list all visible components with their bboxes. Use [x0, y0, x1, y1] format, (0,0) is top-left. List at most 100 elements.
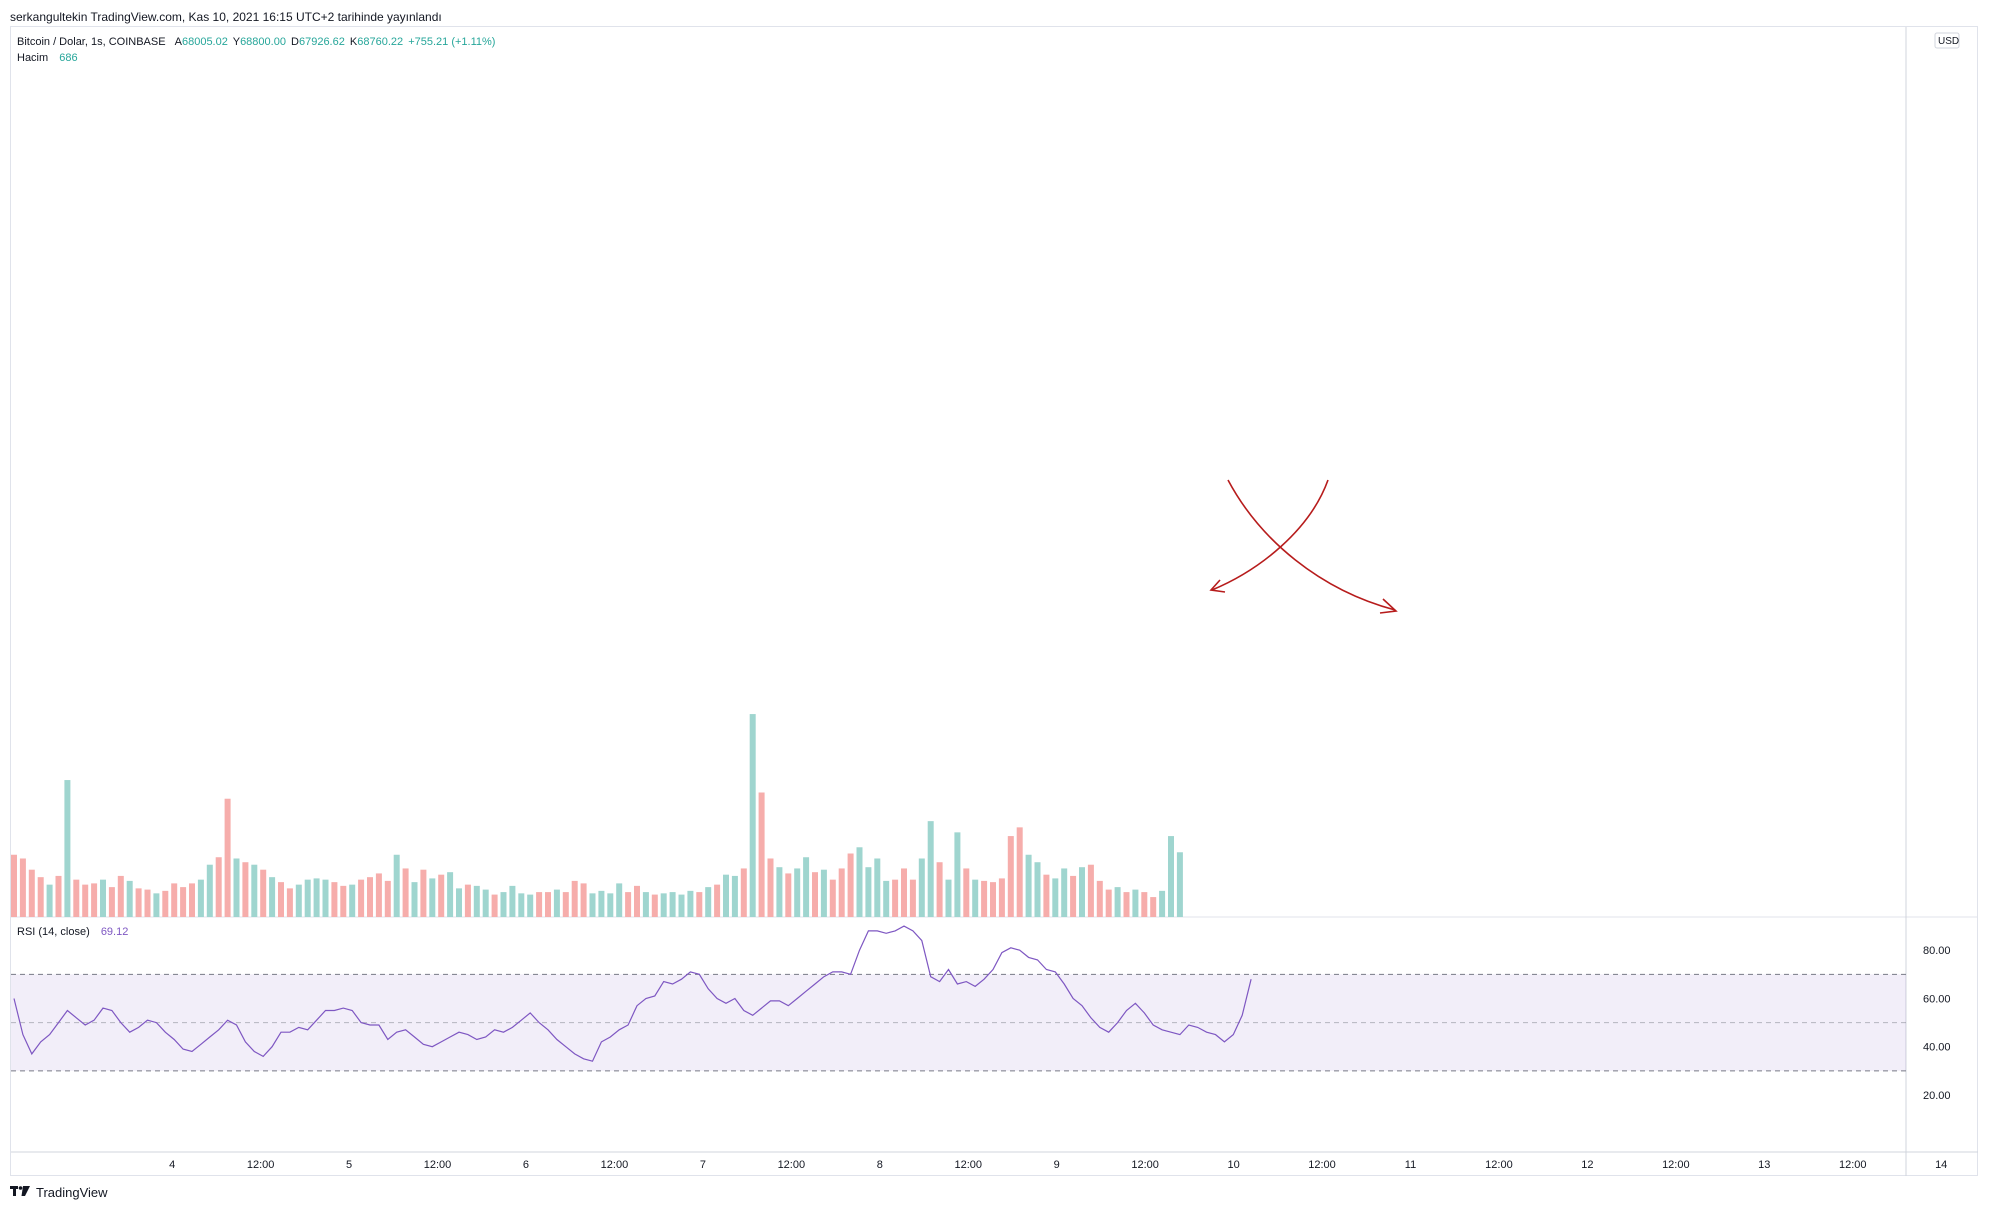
- volume-bar: [553, 889, 560, 917]
- volume-bar: [829, 879, 836, 917]
- volume-bar: [936, 862, 943, 917]
- volume-bar: [669, 892, 676, 917]
- volume-bar: [820, 869, 827, 917]
- volume-bar: [251, 864, 258, 917]
- volume-bar: [180, 887, 187, 917]
- volume-bar: [456, 888, 462, 917]
- currency-badge[interactable]: [1934, 32, 1960, 49]
- volume-bar: [1070, 875, 1077, 917]
- volume-bar: [19, 858, 26, 917]
- currency-label: USD: [1938, 36, 1959, 47]
- volume-bar: [46, 884, 53, 917]
- x-tick-label: 12:00: [601, 1159, 629, 1171]
- volume-bar: [1096, 880, 1103, 917]
- volume-bar: [295, 884, 302, 917]
- x-tick-label: 12: [1581, 1159, 1593, 1171]
- footer-brand: TradingView: [36, 1184, 108, 1200]
- volume-bar: [1079, 867, 1085, 917]
- volume-label: Hacim: [17, 52, 49, 64]
- volume-bar: [785, 873, 792, 917]
- volume-bar: [562, 892, 569, 917]
- volume-bar: [687, 890, 694, 917]
- volume-bar: [758, 792, 765, 917]
- volume-bar: [509, 885, 516, 917]
- volume-bar: [162, 890, 169, 917]
- open-value: 68005.02: [181, 36, 228, 48]
- volume-bar: [1087, 864, 1094, 917]
- x-tick-label: 5: [346, 1159, 352, 1171]
- volume-bar: [909, 879, 916, 917]
- volume-bar: [278, 882, 284, 917]
- volume-bar: [767, 858, 774, 917]
- volume-bar: [304, 879, 311, 917]
- volume-bar: [1034, 862, 1041, 917]
- volume-bar: [82, 884, 89, 917]
- volume-bar: [215, 857, 222, 917]
- volume-bar: [954, 832, 961, 917]
- rsi-legend: RSI (14, close) 69.12: [17, 926, 130, 938]
- volume-bar: [856, 847, 863, 917]
- volume-bar: [1052, 878, 1059, 917]
- low-label: D: [291, 36, 299, 48]
- volume-bar: [901, 868, 907, 917]
- volume-bar: [527, 894, 534, 917]
- volume-bar: [224, 798, 231, 917]
- volume-bar: [1159, 890, 1166, 917]
- chart-frame[interactable]: [10, 26, 1978, 1176]
- x-tick-label: 4: [169, 1159, 175, 1171]
- volume-bar: [1132, 889, 1139, 917]
- volume-bar: [367, 877, 373, 917]
- volume-bar: [64, 780, 71, 917]
- published-info: serkangultekin TradingView.com, Kas 10, …: [10, 10, 442, 24]
- volume-bar: [197, 879, 204, 917]
- high-label: Y: [232, 36, 241, 48]
- rsi-tick-label: 40.00: [1923, 1042, 1951, 1054]
- volume-bar: [411, 882, 418, 917]
- symbol-name: Bitcoin / Dolar, 1s, COINBASE: [17, 36, 166, 48]
- volume-bar: [126, 880, 133, 917]
- x-tick-label: 12:00: [1662, 1159, 1690, 1171]
- volume-bar: [714, 884, 721, 917]
- volume-bar: [473, 885, 480, 917]
- x-tick-label: 12:00: [954, 1159, 982, 1171]
- volume-bar: [1114, 887, 1121, 917]
- volume-bar: [1025, 854, 1032, 917]
- volume-bar: [678, 894, 685, 917]
- volume-bar: [189, 883, 195, 917]
- x-tick-label: 14: [1935, 1159, 1947, 1171]
- volume-bar: [242, 862, 249, 917]
- volume-bar: [660, 893, 667, 917]
- volume-bar: [918, 858, 925, 917]
- volume-bar: [206, 864, 213, 917]
- volume-legend: Hacim 686: [17, 52, 80, 64]
- volume-bar: [37, 877, 44, 917]
- volume-bar: [91, 883, 98, 917]
- volume-bar: [1016, 827, 1023, 917]
- volume-bar: [171, 883, 178, 917]
- x-tick-label: 12:00: [1485, 1159, 1513, 1171]
- volume-bar: [883, 880, 890, 917]
- volume-bar: [696, 892, 703, 917]
- volume-bar: [625, 892, 632, 917]
- volume-bar: [393, 854, 400, 917]
- volume-bar: [438, 874, 445, 917]
- volume-bar: [482, 889, 489, 917]
- volume-bar: [580, 883, 587, 917]
- volume-bar: [892, 879, 899, 917]
- volume-bar: [464, 884, 471, 917]
- volume-bar: [108, 887, 115, 917]
- volume-bar: [607, 893, 614, 917]
- volume-bar: [100, 879, 106, 917]
- volume-bar: [491, 894, 498, 917]
- volume-bar: [1007, 836, 1014, 917]
- volume-bar: [972, 879, 979, 917]
- volume-bar: [269, 877, 276, 917]
- volume-bar: [447, 872, 454, 917]
- volume-bar: [749, 714, 756, 917]
- x-tick-label: 10: [1227, 1159, 1239, 1171]
- volume-bar: [518, 893, 525, 917]
- drawn-arrow-left: [1211, 479, 1329, 591]
- volume-bar: [536, 892, 543, 917]
- volume-bar: [812, 872, 818, 917]
